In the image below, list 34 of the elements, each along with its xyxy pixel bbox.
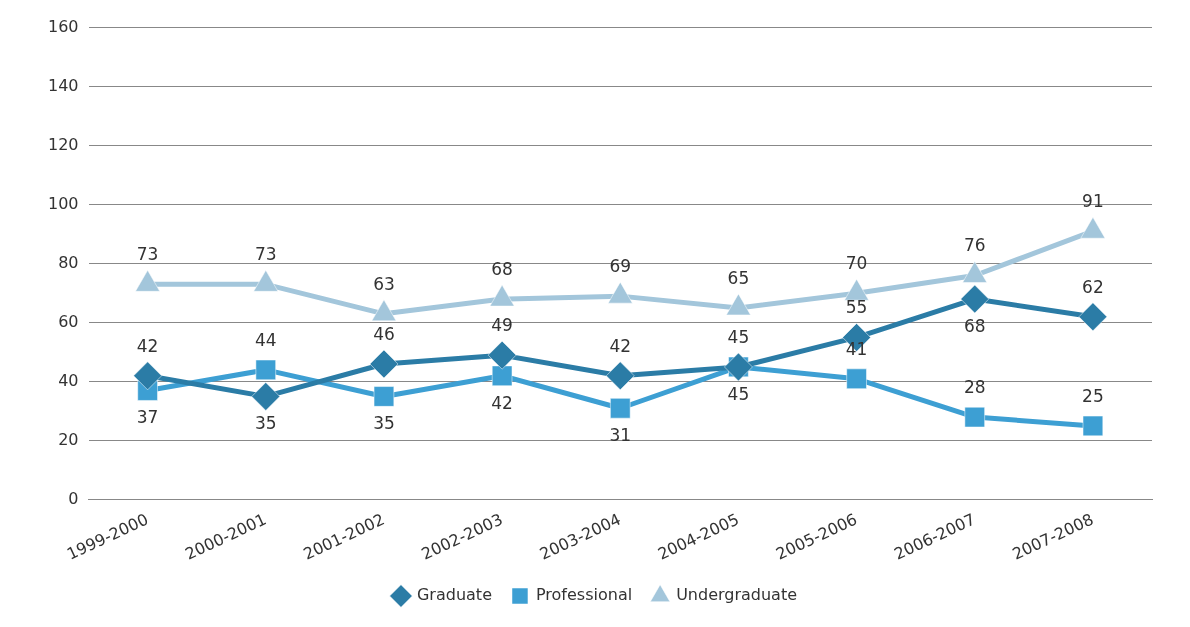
data-label: 41 bbox=[845, 338, 868, 359]
data-label: 35 bbox=[254, 413, 277, 434]
y-tick-label: 60 bbox=[58, 311, 79, 331]
y-tick-label: 0 bbox=[68, 488, 79, 508]
y-tick-label: 20 bbox=[58, 429, 79, 449]
data-label: 42 bbox=[609, 335, 632, 356]
data-label: 62 bbox=[1082, 276, 1104, 297]
data-label: 73 bbox=[254, 244, 277, 265]
data-label: 76 bbox=[963, 235, 986, 256]
legend-label: Graduate bbox=[416, 585, 492, 605]
y-tick-label: 40 bbox=[58, 370, 79, 390]
legend-label: Undergraduate bbox=[676, 585, 798, 605]
y-tick-label: 120 bbox=[47, 134, 79, 154]
legend-label: Professional bbox=[535, 585, 633, 605]
data-label: 45 bbox=[727, 326, 750, 347]
data-label: 37 bbox=[136, 407, 159, 428]
data-label: 31 bbox=[609, 425, 632, 446]
data-label: 73 bbox=[136, 244, 159, 265]
y-tick-label: 160 bbox=[47, 16, 79, 36]
data-label: 44 bbox=[254, 329, 277, 350]
y-tick-label: 100 bbox=[47, 193, 79, 213]
data-label: 45 bbox=[727, 383, 750, 404]
data-label: 46 bbox=[373, 323, 395, 344]
data-label: 28 bbox=[963, 377, 986, 398]
y-tick-label: 140 bbox=[47, 75, 79, 95]
data-label: 63 bbox=[373, 273, 395, 294]
data-label: 65 bbox=[727, 267, 750, 288]
data-label: 25 bbox=[1082, 385, 1104, 406]
data-label: 42 bbox=[136, 335, 159, 356]
data-label: 35 bbox=[373, 413, 395, 434]
data-label: 68 bbox=[491, 259, 513, 279]
data-label: 42 bbox=[491, 392, 513, 413]
data-label: 55 bbox=[845, 297, 868, 318]
y-tick-label: 80 bbox=[58, 252, 79, 272]
